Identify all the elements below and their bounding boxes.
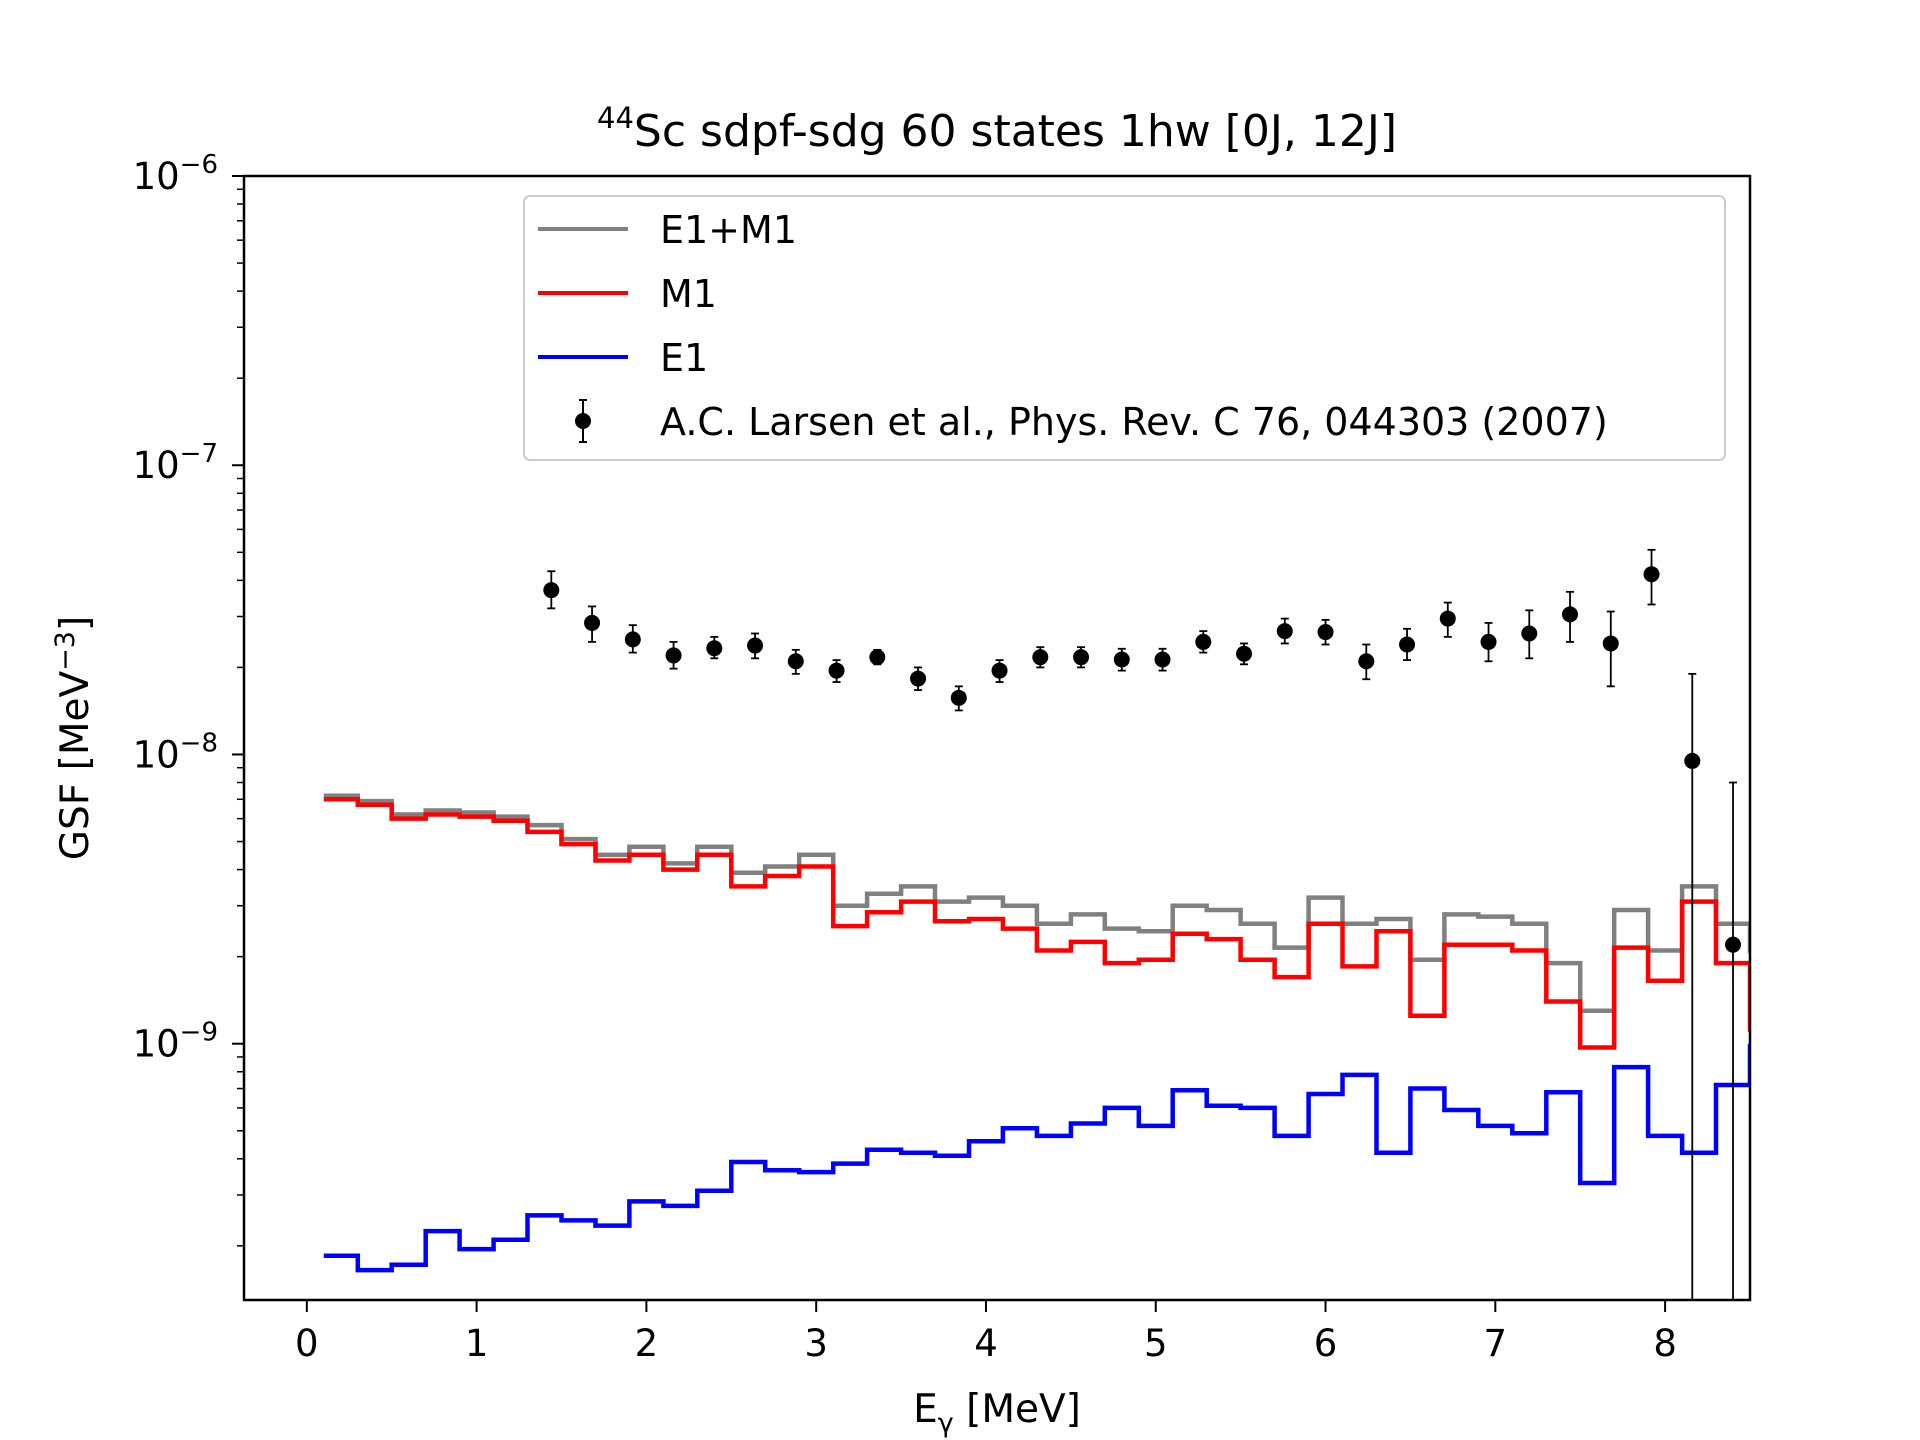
data-point <box>1195 633 1212 650</box>
y-axis-label-superscript: −3 <box>50 631 81 671</box>
x-tick-label: 1 <box>465 1322 489 1365</box>
series-line-m1 <box>323 797 1750 1050</box>
title-isotope-mass: 44 <box>597 101 634 135</box>
data-point <box>828 662 845 679</box>
data-point <box>1236 645 1253 662</box>
data-point <box>910 670 927 687</box>
legend: E1+M1 M1 E1 A.C. Larsen et al., Phys. Re… <box>523 195 1726 461</box>
x-tick-label: 7 <box>1484 1322 1508 1365</box>
series-line-e1-m1 <box>323 793 1750 1014</box>
x-tick-label: 4 <box>974 1322 998 1365</box>
y-tick-label: 10−7 <box>133 439 218 487</box>
data-point <box>991 662 1008 679</box>
y-tick-label: 10−6 <box>133 150 218 198</box>
data-point <box>1399 636 1416 653</box>
y-tick-exponent: −6 <box>180 150 218 180</box>
y-tick-base: 10 <box>133 733 180 776</box>
x-tick-label: 2 <box>635 1322 659 1365</box>
data-point <box>1439 610 1456 627</box>
x-tick-label: 0 <box>295 1322 319 1365</box>
data-point <box>584 614 601 631</box>
data-point <box>869 649 886 666</box>
y-tick-exponent: −7 <box>180 439 218 469</box>
legend-box <box>523 195 1726 461</box>
legend-marker <box>575 413 591 429</box>
y-tick-label: 10−8 <box>133 728 218 776</box>
data-point <box>1684 752 1701 769</box>
legend-label-m1: M1 <box>660 272 717 316</box>
legend-swatch-data <box>575 399 591 443</box>
data-point <box>1521 625 1538 642</box>
data-point <box>787 653 804 670</box>
data-point <box>624 631 641 648</box>
x-tick-label: 8 <box>1653 1322 1677 1365</box>
x-tick-label: 3 <box>804 1322 828 1365</box>
title-text: Sc sdpf-sdg 60 states 1hw [0J, 12J] <box>634 106 1397 157</box>
data-point <box>1317 624 1334 641</box>
series-line-e1 <box>323 1043 1750 1273</box>
series-layer <box>323 548 1750 1300</box>
x-axis-label-main: E <box>913 1387 938 1432</box>
data-point <box>665 647 682 664</box>
legend-label-e1m1: E1+M1 <box>660 208 797 252</box>
y-tick-base: 10 <box>133 1023 180 1066</box>
y-tick-exponent: −9 <box>180 1018 218 1048</box>
legend-label-e1: E1 <box>660 336 708 380</box>
data-point <box>1562 606 1579 623</box>
data-point <box>1113 651 1130 668</box>
x-tick-label: 5 <box>1144 1322 1168 1365</box>
x-tick-label: 6 <box>1314 1322 1338 1365</box>
data-point <box>747 637 764 654</box>
plot-frame <box>242 174 1752 1302</box>
tick-layer: 0 1 2 3 4 5 6 7 810−910−810−710−6 <box>133 150 1677 1365</box>
y-tick-base: 10 <box>133 444 180 487</box>
y-tick-base: 10 <box>133 155 180 198</box>
y-tick-exponent: −8 <box>180 728 218 758</box>
data-point <box>1154 651 1171 668</box>
data-point <box>950 689 967 706</box>
x-axis-label-unit: [MeV] <box>954 1387 1081 1432</box>
data-point <box>1725 936 1742 953</box>
x-axis-label: Eγ [MeV] <box>913 1387 1081 1439</box>
chart-title: 44Sc sdpf-sdg 60 states 1hw [0J, 12J] <box>597 101 1397 157</box>
data-point <box>1643 566 1660 583</box>
data-point <box>1602 635 1619 652</box>
data-point <box>1073 649 1090 666</box>
data-point <box>1480 633 1497 650</box>
data-point <box>543 582 560 599</box>
x-axis-label-subscript: γ <box>938 1408 954 1439</box>
data-point <box>1032 649 1049 666</box>
y-axis-label-close: ] <box>53 616 98 631</box>
y-axis-label-main: GSF [MeV <box>53 671 98 861</box>
data-point <box>1276 623 1293 640</box>
legend-label-larsen: A.C. Larsen et al., Phys. Rev. C 76, 044… <box>660 400 1608 444</box>
y-tick-label: 10−9 <box>133 1018 218 1066</box>
y-axis-label: GSF [MeV−3] <box>50 616 98 860</box>
data-point <box>706 640 723 657</box>
data-point <box>1358 653 1375 670</box>
